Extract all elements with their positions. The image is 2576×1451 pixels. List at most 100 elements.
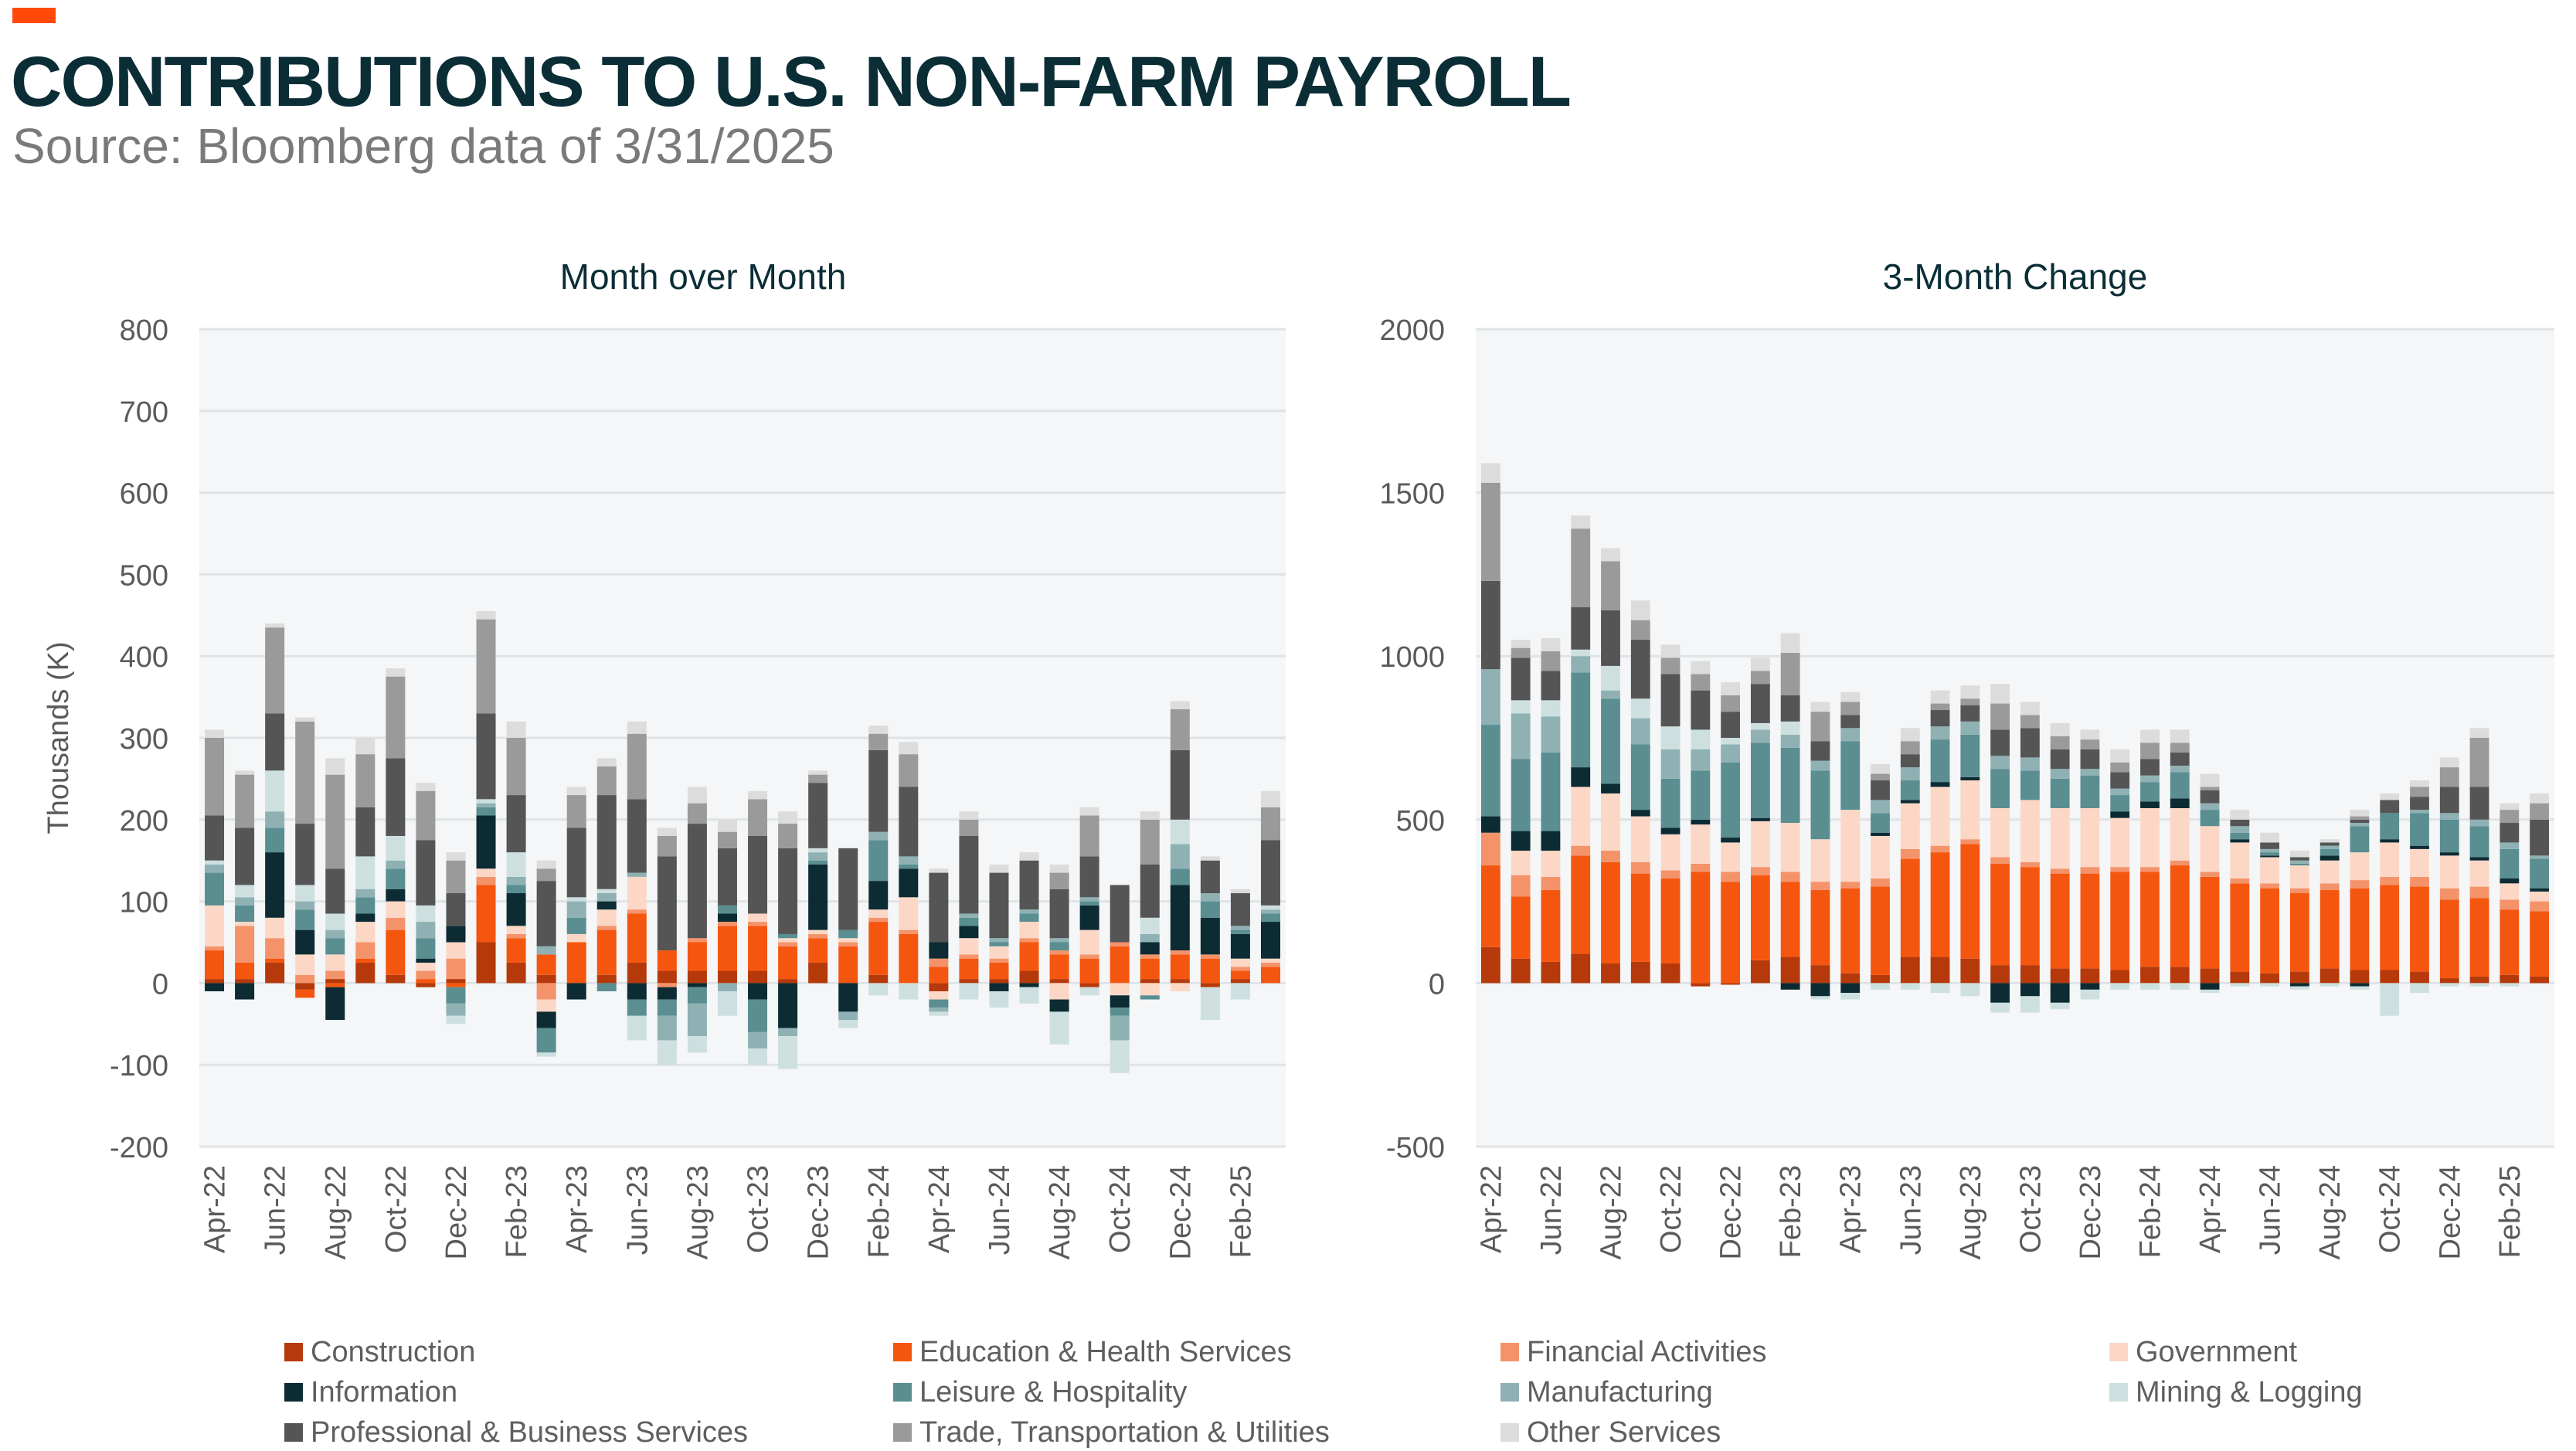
bar-segment-government (265, 917, 285, 939)
bar-segment-leisure-hospitality (2200, 810, 2220, 827)
bar-segment-government (1541, 851, 1561, 877)
bar-segment-financial-activities (1480, 832, 1500, 866)
bar-segment-mining-logging (1140, 917, 1160, 934)
bar-segment-government (355, 922, 376, 943)
bar-segment-information (2050, 983, 2070, 1003)
bar-segment-construction (989, 979, 1009, 984)
bar-segment-professional-business-services (2110, 772, 2130, 789)
bar-segment-professional-business-services (929, 872, 949, 943)
bar-segment-manufacturing (2260, 848, 2280, 853)
bar-segment-mining-logging (1110, 1040, 1130, 1073)
bar-segment-professional-business-services (1230, 893, 1250, 926)
bar-segment-information (1630, 810, 1650, 817)
bar-segment-professional-business-services (596, 795, 617, 889)
bar-segment-financial-activities (2530, 901, 2550, 912)
bar-segment-manufacturing (717, 983, 737, 991)
bar-segment-financial-activities (446, 958, 466, 980)
bar-segment-government (446, 942, 466, 959)
bar-segment-professional-business-services (959, 835, 979, 914)
bar-segment-financial-activities (1750, 867, 1770, 875)
bar-segment-professional-business-services (2469, 787, 2489, 820)
bar-segment-education-health-services (627, 913, 647, 963)
bar-segment-trade-transportation-utilities (1930, 703, 1950, 711)
bar-segment-information (1511, 831, 1531, 851)
bar-segment-manufacturing (808, 852, 828, 861)
bar-segment-information (1170, 885, 1190, 951)
bar-segment-mining-logging (536, 1052, 556, 1057)
bar-segment-education-health-services (1019, 942, 1039, 971)
bar-segment-construction (2230, 971, 2250, 984)
bar-segment-information (1079, 905, 1099, 930)
bar-segment-information (2289, 983, 2309, 987)
bar-segment-information (2080, 983, 2100, 990)
bar-segment-trade-transportation-utilities (476, 619, 496, 714)
x-tick-label: Oct-24 (1104, 1165, 1137, 1253)
bar-segment-manufacturing (1049, 938, 1069, 943)
bar-segment-leisure-hospitality (1230, 929, 1250, 934)
bar-segment-leisure-hospitality (1019, 913, 1039, 923)
bar-segment-education-health-services (2050, 873, 2070, 969)
bar-segment-mining-logging (2020, 996, 2040, 1013)
x-tick-label: Oct-23 (743, 1165, 775, 1253)
bar-segment-professional-business-services (2170, 753, 2190, 766)
bar-segment-leisure-hospitality (265, 827, 285, 853)
bar-segment-mining-logging (748, 1048, 768, 1065)
bar-segment-education-health-services (1049, 954, 1069, 980)
bar-segment-leisure-hospitality (1140, 995, 1160, 1000)
bar-segment-financial-activities (2230, 878, 2250, 884)
bar-segment-leisure-hospitality (2410, 813, 2429, 846)
bar-segment-professional-business-services (838, 848, 858, 930)
bar-segment-manufacturing (2140, 775, 2160, 783)
bar-segment-construction (476, 942, 496, 984)
bar-segment-mining-logging (899, 983, 919, 1000)
bar-segment-trade-transportation-utilities (596, 766, 617, 796)
bar-segment-construction (2110, 970, 2130, 984)
x-tick-label: Dec-24 (1164, 1165, 1197, 1260)
bar-segment-other-services (1140, 811, 1160, 820)
bar-segment-information (2170, 798, 2190, 808)
bar-segment-other-services (1930, 690, 1950, 704)
bar-segment-other-services (295, 717, 315, 722)
bar-segment-professional-business-services (2080, 749, 2100, 770)
bar-segment-trade-transportation-utilities (657, 835, 677, 857)
bar-segment-trade-transportation-utilities (748, 799, 768, 836)
bar-segment-financial-activities (1630, 861, 1650, 874)
bar-segment-other-services (657, 827, 677, 836)
bar-segment-information (2469, 857, 2489, 861)
bar-segment-other-services (1630, 600, 1650, 620)
bar-segment-government (1110, 983, 1130, 996)
bar-segment-manufacturing (1079, 897, 1099, 902)
bar-segment-mining-logging (2080, 989, 2100, 1000)
bar-segment-construction (1900, 957, 1920, 984)
bar-segment-education-health-services (325, 983, 345, 987)
bar-segment-professional-business-services (2530, 819, 2550, 856)
bar-segment-information (2230, 839, 2250, 843)
x-tick-label: Dec-23 (803, 1165, 835, 1260)
bar-segment-leisure-hospitality (2230, 832, 2250, 840)
bar-segment-information (1691, 819, 1711, 825)
bar-segment-trade-transportation-utilities (1960, 698, 1980, 705)
bar-segment-manufacturing (1200, 893, 1220, 902)
bar-segment-information (1900, 800, 1920, 804)
bar-segment-education-health-services (929, 967, 949, 984)
bar-segment-professional-business-services (2319, 842, 2340, 846)
bar-segment-government (2020, 800, 2040, 862)
bar-segment-education-health-services (1260, 967, 1280, 984)
bar-segment-other-services (929, 868, 949, 873)
bar-segment-government (2110, 817, 2130, 868)
bar-segment-construction (1750, 960, 1770, 984)
bar-segment-financial-activities (2469, 886, 2489, 899)
bar-segment-information (748, 983, 768, 1000)
bar-segment-other-services (476, 611, 496, 620)
y-tick-label: 0 (1429, 968, 1445, 1001)
bar-segment-information (1840, 983, 1861, 994)
bar-segment-professional-business-services (1630, 640, 1650, 699)
bar-segment-education-health-services (748, 926, 768, 971)
bar-segment-education-health-services (2200, 876, 2220, 969)
bar-segment-other-services (1810, 702, 1830, 712)
bar-segment-other-services (2140, 729, 2160, 743)
bar-segment-education-health-services (1230, 970, 1250, 980)
bar-segment-information (1571, 767, 1591, 787)
bar-segment-mining-logging (2439, 983, 2459, 987)
bar-segment-trade-transportation-utilities (1049, 872, 1069, 889)
